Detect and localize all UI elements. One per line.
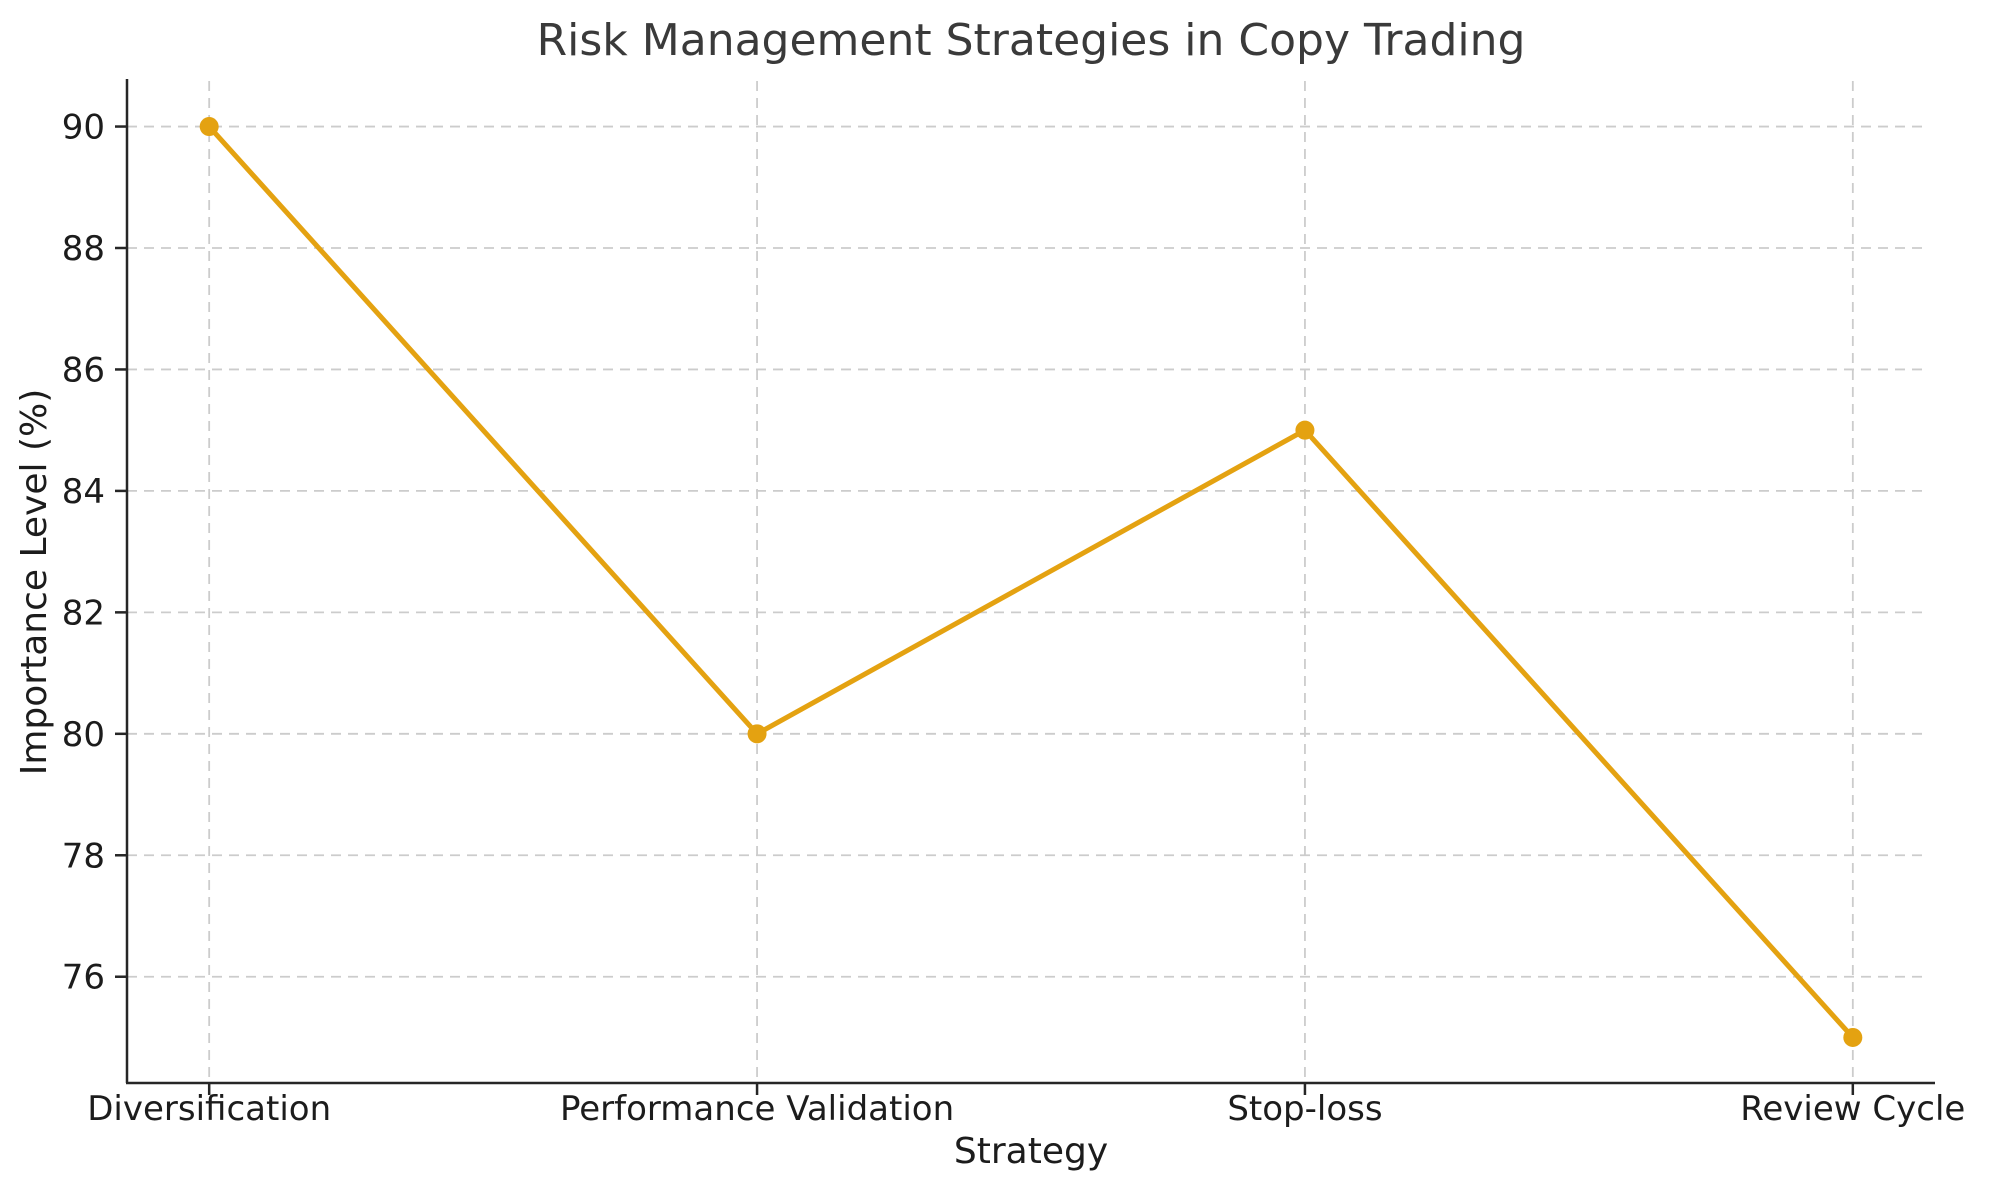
series-layer [199,117,1863,1047]
y-tick-label: 86 [62,350,105,390]
x-axis-label: Strategy [954,1131,1108,1172]
y-tick-label: 84 [62,472,105,512]
axis-layer [115,79,1935,1095]
label-layer: Risk Management Strategies in Copy Tradi… [14,15,1965,1172]
y-tick-label: 80 [62,715,105,755]
y-tick-label: 90 [62,108,105,148]
data-point-marker [747,724,767,744]
y-tick-label: 78 [62,836,105,876]
y-tick-label: 76 [62,958,105,998]
x-tick-label: Stop-loss [1227,1089,1382,1129]
y-axis-label: Importance Level (%) [14,389,55,776]
y-tick-label: 88 [62,229,105,269]
x-tick-label: Performance Validation [560,1089,954,1129]
chart-title: Risk Management Strategies in Copy Tradi… [537,15,1526,66]
grid-layer [127,81,1927,1083]
data-point-marker [1295,420,1315,440]
data-point-marker [1843,1027,1863,1047]
series-line [206,124,1856,1040]
y-tick-label: 82 [62,593,105,633]
x-tick-label: Review Cycle [1740,1089,1965,1129]
data-point-marker [199,117,219,137]
x-tick-label: Diversification [87,1089,331,1129]
